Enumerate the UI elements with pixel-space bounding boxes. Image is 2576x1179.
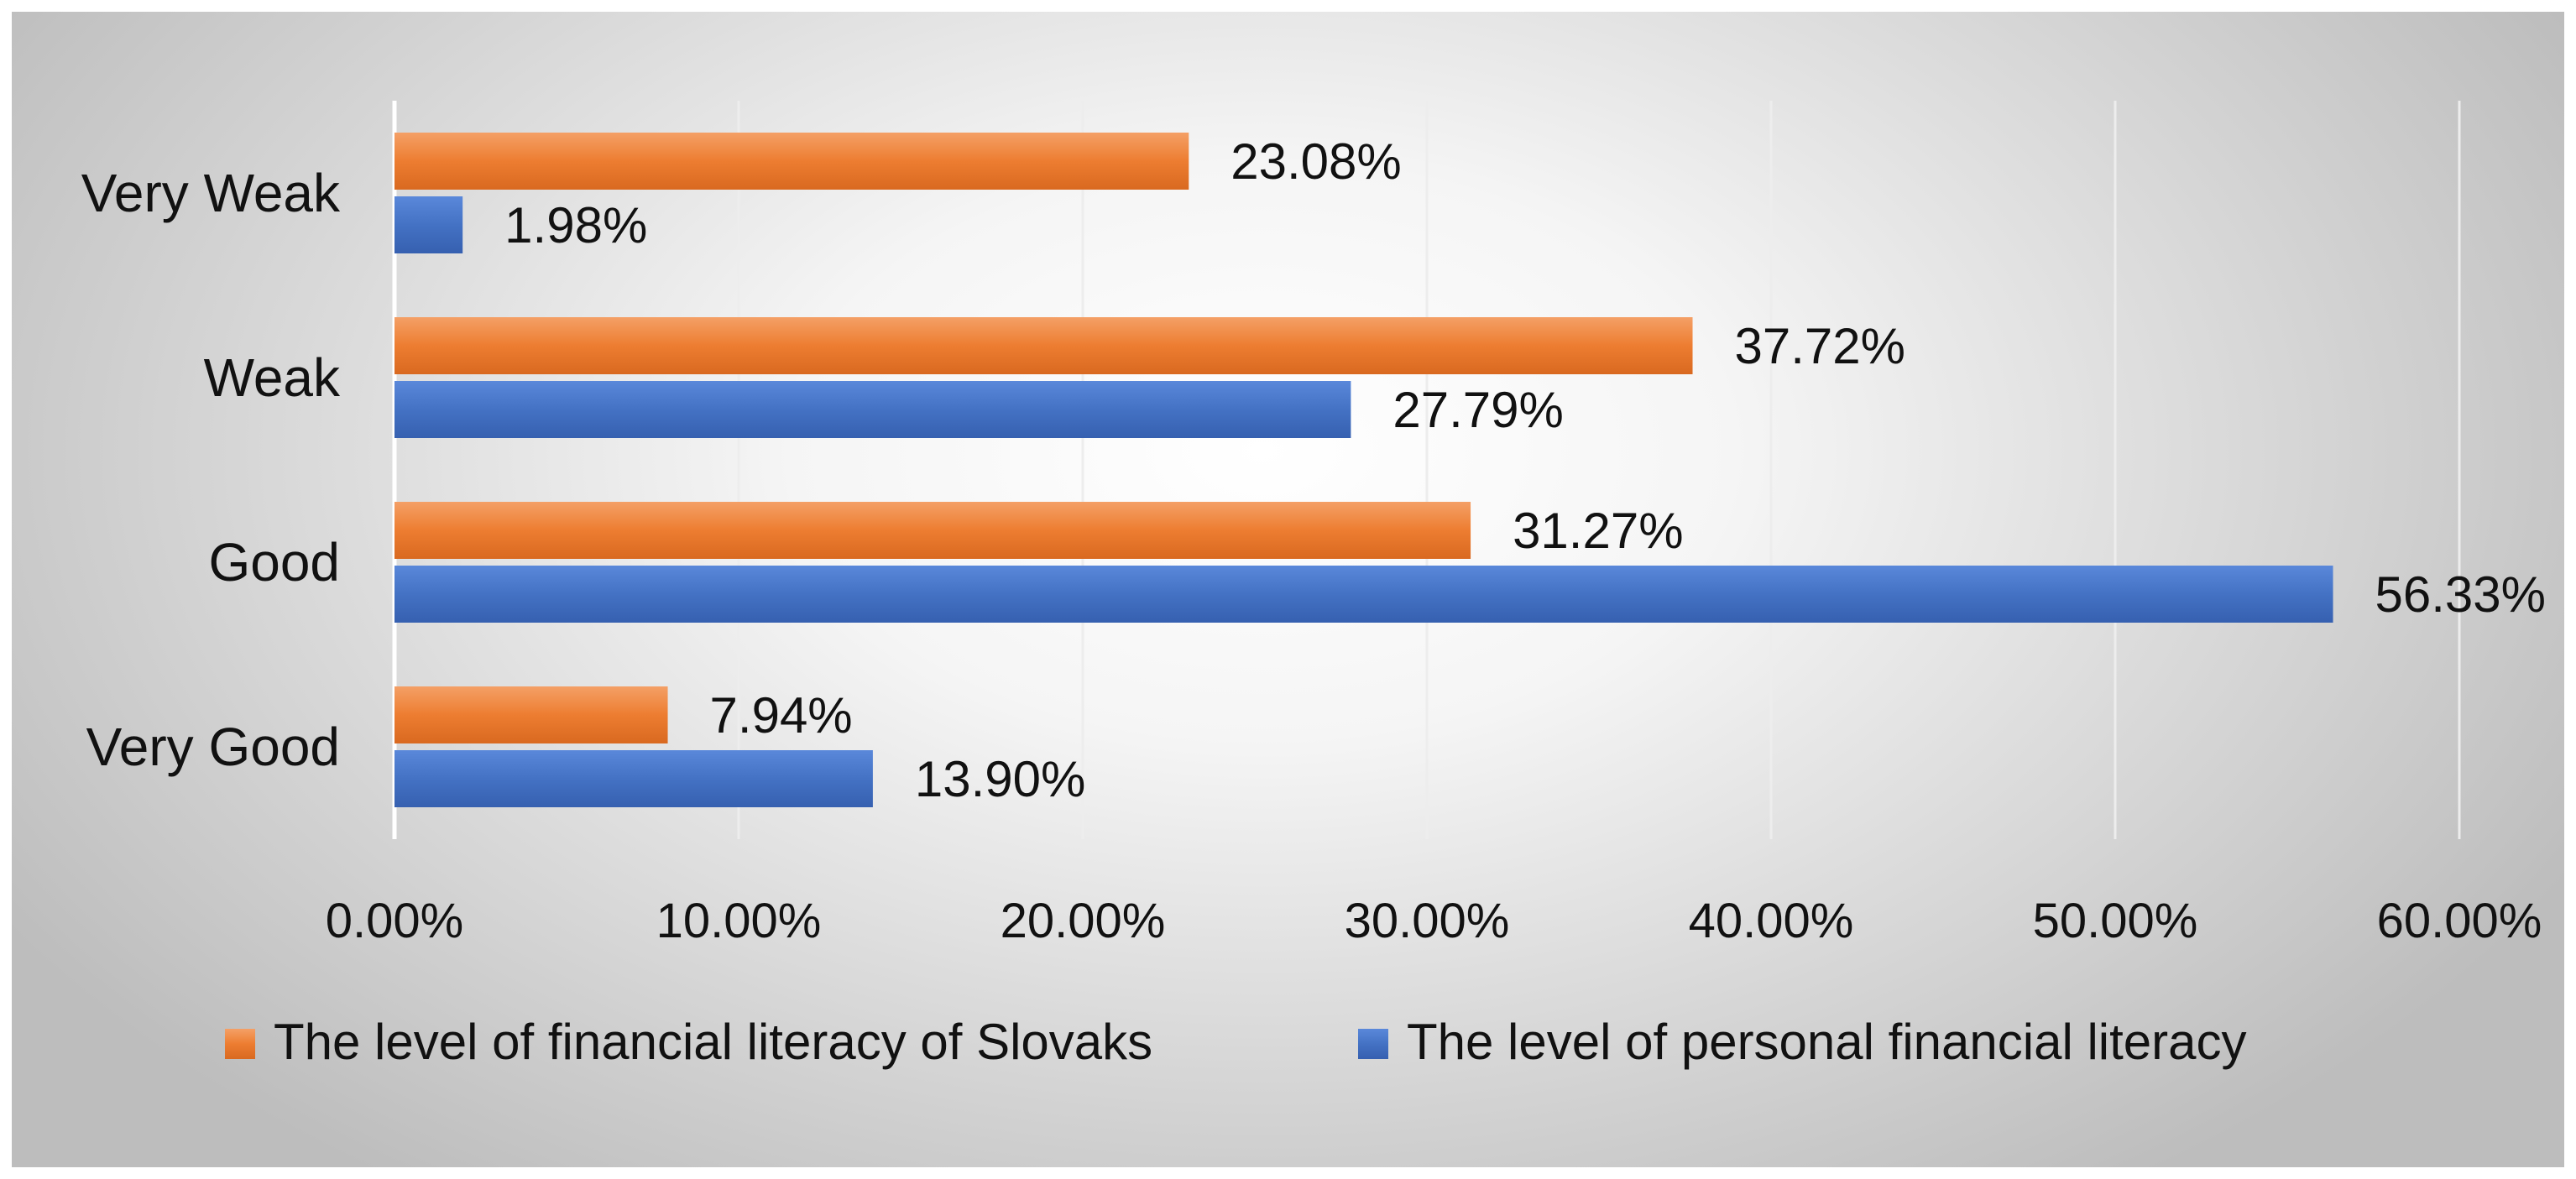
bar-slovaks-very-good <box>394 686 668 743</box>
data-labels: 23.08% 1.98% 37.72% 27.79% 31.27% 56.33% 7.94%… <box>504 133 2546 807</box>
x-tick-label: 40.00% <box>1689 894 1854 948</box>
data-label: 7.94% <box>710 687 853 743</box>
data-label: 27.79% <box>1393 382 1564 438</box>
category-label: Very Good <box>86 717 340 777</box>
legend-label: The level of personal financial literacy <box>1407 1014 2247 1070</box>
value-axis: 0.00% 10.00% 20.00% 30.00% 40.00% 50.00% 60.00… <box>326 894 2542 948</box>
legend-label: The level of financial literacy of Slova… <box>274 1014 1152 1070</box>
bar-personal-very-good <box>394 750 873 807</box>
x-tick-label: 0.00% <box>326 894 463 948</box>
category-label: Good <box>208 532 340 592</box>
bar-personal-good <box>394 566 2333 623</box>
bar-personal-weak <box>394 381 1351 438</box>
data-label: 13.90% <box>915 751 1086 807</box>
legend-swatch <box>225 1029 255 1059</box>
legend-swatch <box>1358 1029 1388 1059</box>
x-tick-label: 10.00% <box>656 894 822 948</box>
category-label: Weak <box>204 347 341 408</box>
category-axis: Very Weak Weak Good Very Good <box>81 163 341 777</box>
data-label: 31.27% <box>1513 503 1684 559</box>
data-label: 56.33% <box>2375 566 2547 623</box>
legend: The level of financial literacy of Slova… <box>225 1014 2247 1070</box>
data-label: 23.08% <box>1231 133 1402 190</box>
bar-slovaks-weak <box>394 317 1693 374</box>
bars <box>394 133 2333 807</box>
data-label: 1.98% <box>504 197 647 253</box>
x-tick-label: 50.00% <box>2033 894 2198 948</box>
bar-personal-very-weak <box>394 196 463 253</box>
bar-slovaks-good <box>394 502 1471 559</box>
gridlines <box>392 101 2461 839</box>
x-tick-label: 30.00% <box>1345 894 1510 948</box>
x-tick-label: 60.00% <box>2377 894 2542 948</box>
data-label: 37.72% <box>1735 318 1906 374</box>
bar-slovaks-very-weak <box>394 133 1189 190</box>
x-tick-label: 20.00% <box>1001 894 1166 948</box>
category-label: Very Weak <box>81 163 341 223</box>
